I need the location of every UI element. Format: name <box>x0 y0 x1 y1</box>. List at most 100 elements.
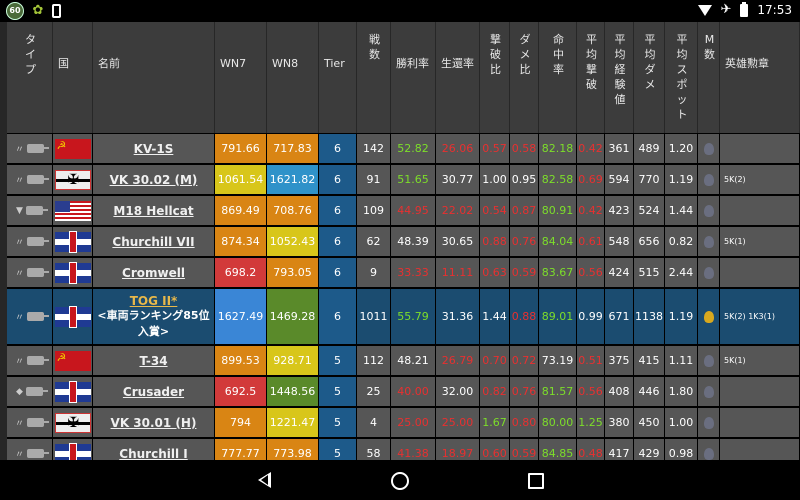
tank-type-icon: 〃 <box>15 235 49 248</box>
fps-badge-icon: 60 <box>6 2 24 20</box>
header-medals[interactable]: 英雄勲章 <box>720 22 800 133</box>
mastery-cell <box>698 196 720 225</box>
mastery-badge-icon <box>703 310 714 323</box>
header-damage-ratio[interactable]: ダメ比 <box>510 22 539 133</box>
tank-type-cell: ◆ <box>7 377 53 406</box>
header-avg-kills[interactable]: 平均撃破 <box>577 22 605 133</box>
header-type[interactable]: タイプ <box>7 22 53 133</box>
header-kill-ratio[interactable]: 撃破比 <box>480 22 510 133</box>
mastery-cell <box>698 134 720 163</box>
table-row[interactable]: 〃 Churchill VII 874.34 1052.43 6 62 48.39 30.65… <box>7 226 800 257</box>
mastery-badge-icon <box>703 266 714 279</box>
avg-exp-value: 408 <box>605 377 634 406</box>
avg-spot-value: 0.98 <box>665 439 698 460</box>
table-row[interactable]: ▼ M18 Hellcat 869.49 708.76 6 109 44.95 22.02 0.… <box>7 195 800 226</box>
kill-ratio-value: 0.63 <box>480 258 510 287</box>
header-avg-spot[interactable]: 平均スポット <box>665 22 698 133</box>
tank-type-cell: ▼ <box>7 196 53 225</box>
header-name[interactable]: 名前 <box>93 22 215 133</box>
mastery-cell <box>698 377 720 406</box>
battles-value: 9 <box>357 258 391 287</box>
table-row[interactable]: 〃 T-34899.53928.71511248.2126.790.700.727… <box>7 345 800 376</box>
header-country[interactable]: 国 <box>53 22 93 133</box>
damage-ratio-value: 0.80 <box>510 408 539 437</box>
tank-name-link[interactable]: TOG II* <車両ランキング85位 入賞> <box>93 289 215 344</box>
country-cell <box>53 165 93 194</box>
hit-rate-value: 80.91 <box>539 196 577 225</box>
survival-value: 26.06 <box>436 134 480 163</box>
kill-ratio-value: 0.60 <box>480 439 510 460</box>
table-row[interactable]: 〃 Churchill I 777.77 773.98 5 58 41.38 18.97 0.6… <box>7 438 800 460</box>
wn8-value: 717.83 <box>267 134 319 163</box>
damage-ratio-value: 0.76 <box>510 377 539 406</box>
damage-ratio-value: 0.76 <box>510 227 539 256</box>
mastery-cell <box>698 439 720 460</box>
kill-ratio-value: 0.88 <box>480 227 510 256</box>
avg-spot-value: 1.44 <box>665 196 698 225</box>
wifi-icon <box>697 4 712 16</box>
avg-exp-value: 671 <box>605 289 634 344</box>
android-icon: ✿ <box>32 3 44 18</box>
winrate-value: 51.65 <box>391 165 436 194</box>
battles-value: 62 <box>357 227 391 256</box>
header-avg-damage[interactable]: 平均ダメ <box>634 22 665 133</box>
survival-value: 32.00 <box>436 377 480 406</box>
survival-value: 30.65 <box>436 227 480 256</box>
header-battles[interactable]: 戦数 <box>357 22 391 133</box>
header-hit-rate[interactable]: 命中率 <box>539 22 577 133</box>
back-icon[interactable] <box>258 472 271 488</box>
table-row[interactable]: 〃 Cromwell 698.2 793.05 6 9 33.33 11.11 0.63 0.59… <box>7 257 800 288</box>
header-tier[interactable]: Tier <box>319 22 357 133</box>
country-cell <box>53 408 93 437</box>
avg-damage-value: 489 <box>634 134 665 163</box>
ranking-note: <車両ランキング85位 <box>97 308 210 322</box>
table-row[interactable]: 〃VK 30.01 (H)7941221.475425.0025.001.670… <box>7 407 800 438</box>
avg-spot-value: 1.19 <box>665 289 698 344</box>
hero-medals: 5K(2) 1K3(1) <box>720 289 800 344</box>
table-row[interactable]: 〃 KV-1S791.66717.83614252.8226.060.570.58… <box>7 133 800 164</box>
tank-name-link[interactable]: Crusader <box>93 377 215 406</box>
damage-ratio-value: 0.59 <box>510 258 539 287</box>
recents-icon[interactable] <box>528 473 544 489</box>
avg-kills-value: 0.51 <box>577 346 605 375</box>
header-survival[interactable]: 生還率 <box>436 22 480 133</box>
header-winrate[interactable]: 勝利率 <box>391 22 436 133</box>
flag-de-icon <box>54 412 91 433</box>
survival-value: 25.00 <box>436 408 480 437</box>
tank-name-link[interactable]: KV-1S <box>93 134 215 163</box>
avg-exp-value: 417 <box>605 439 634 460</box>
table-row[interactable]: 〃 TOG II* <車両ランキング85位 入賞> 1627.49 1469.28 6 101… <box>7 288 800 345</box>
home-icon[interactable] <box>391 472 409 490</box>
tank-name-link[interactable]: Churchill I <box>93 439 215 460</box>
winrate-value: 41.38 <box>391 439 436 460</box>
tank-name-link[interactable]: Churchill VII <box>93 227 215 256</box>
mastery-badge-icon <box>703 416 714 429</box>
flag-de-icon <box>54 169 91 190</box>
winrate-value: 48.21 <box>391 346 436 375</box>
avg-spot-value: 1.20 <box>665 134 698 163</box>
avg-kills-value: 0.61 <box>577 227 605 256</box>
avg-exp-value: 361 <box>605 134 634 163</box>
header-avg-exp[interactable]: 平均経験値 <box>605 22 634 133</box>
avg-damage-value: 450 <box>634 408 665 437</box>
avg-damage-value: 656 <box>634 227 665 256</box>
tank-name-link[interactable]: M18 Hellcat <box>93 196 215 225</box>
mastery-cell <box>698 408 720 437</box>
table-row[interactable]: 〃 VK 30.02 (M)1061.541621.8269151.6530.77… <box>7 164 800 195</box>
mastery-badge-icon <box>703 235 714 248</box>
survival-value: 30.77 <box>436 165 480 194</box>
table-header: タイプ国名前 WN7 WN8 Tier 戦数 勝利率 生還率 撃破比 ダメ比 命中率 平均撃破 平均経… <box>7 22 800 133</box>
avg-spot-value: 2.44 <box>665 258 698 287</box>
header-wn7[interactable]: WN7 <box>215 22 267 133</box>
stats-app: タイプ国名前 WN7 WN8 Tier 戦数 勝利率 生還率 撃破比 ダメ比 命中率 平均撃破 平均経… <box>0 22 800 460</box>
avg-exp-value: 423 <box>605 196 634 225</box>
avg-spot-value: 1.00 <box>665 408 698 437</box>
header-wn8[interactable]: WN8 <box>267 22 319 133</box>
tank-name-link[interactable]: VK 30.02 (M) <box>93 165 215 194</box>
header-m-count[interactable]: M数 <box>698 22 720 133</box>
table-row[interactable]: ◆ Crusader 692.5 1448.56 5 25 40.00 32.00 0.82 0.… <box>7 376 800 407</box>
tank-name-link[interactable]: T-34 <box>93 346 215 375</box>
wn7-value: 874.34 <box>215 227 267 256</box>
tank-name-link[interactable]: Cromwell <box>93 258 215 287</box>
tank-name-link[interactable]: VK 30.01 (H) <box>93 408 215 437</box>
